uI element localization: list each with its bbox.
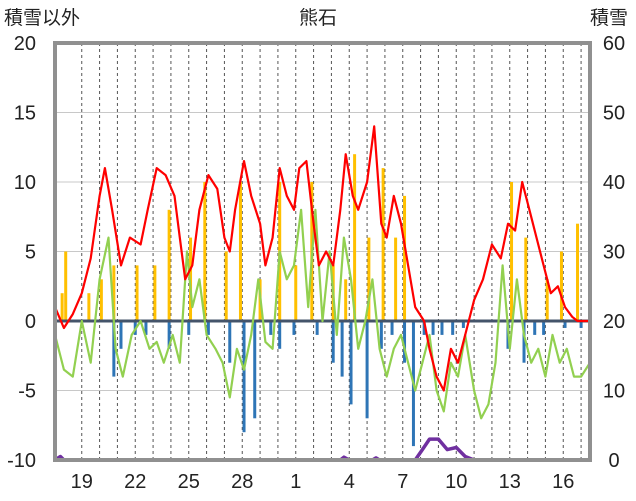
right-tick-label: 20 xyxy=(603,311,625,333)
sunshine-bar xyxy=(545,279,549,321)
precipitation-bar xyxy=(206,321,210,335)
left-tick-label: 5 xyxy=(25,242,36,264)
x-tick-label: 25 xyxy=(178,471,200,493)
left-tick-label: -10 xyxy=(7,450,36,472)
sunshine-bar xyxy=(353,154,357,321)
humidity_like-line xyxy=(53,208,591,420)
precipitation-bar xyxy=(379,321,383,349)
right-axis-label: 積雪 xyxy=(590,7,628,29)
sunshine-bar xyxy=(559,251,563,321)
sunshine-bar xyxy=(367,237,371,321)
precipitation-bar xyxy=(451,321,455,335)
precipitation-bar xyxy=(242,321,246,433)
grid-lines xyxy=(55,42,590,461)
sunshine-bar xyxy=(524,237,528,321)
precipitation-bar xyxy=(278,321,282,349)
precipitation-bar xyxy=(119,321,123,349)
sunshine-bar xyxy=(394,237,398,321)
x-tick-label: 22 xyxy=(124,471,146,493)
precipitation-bar xyxy=(522,321,526,363)
precipitation-bar xyxy=(315,321,319,335)
precipitation-bar xyxy=(292,321,296,335)
precipitation-bar xyxy=(440,321,444,335)
plot-frame xyxy=(53,41,592,462)
sunshine-bar xyxy=(224,251,228,321)
precipitation-bar xyxy=(112,321,116,377)
chart-title: 熊石 xyxy=(299,7,337,29)
sunshine-bar xyxy=(203,182,207,321)
precipitation-bar xyxy=(579,321,583,328)
precipitation-bar xyxy=(228,321,232,363)
right-tick-label: 50 xyxy=(603,103,625,125)
precipitation-bar xyxy=(269,321,273,335)
sunshine-bar xyxy=(112,265,116,321)
right-tick-label: 60 xyxy=(603,33,625,55)
precipitation-bar xyxy=(563,321,567,328)
x-tick-label: 4 xyxy=(344,471,355,493)
x-tick-label: 16 xyxy=(552,471,574,493)
sunshine-bar xyxy=(99,279,103,321)
sunshine-bar xyxy=(64,251,68,321)
x-tick-label: 13 xyxy=(499,471,521,493)
x-tick-label: 10 xyxy=(445,471,467,493)
sunshine-bar xyxy=(238,182,242,321)
precipitation-bar xyxy=(403,321,407,363)
precipitation-bar xyxy=(542,321,546,335)
temperature-line xyxy=(53,125,590,392)
precipitation-bar xyxy=(533,321,537,335)
precipitation-bar xyxy=(390,321,394,335)
sunshine-bar xyxy=(87,293,91,321)
sunshine-bar xyxy=(510,182,514,321)
left-tick-label: -5 xyxy=(18,381,36,403)
precipitation-bar xyxy=(461,321,465,328)
left-axis-label: 積雪以外 xyxy=(4,7,80,29)
sunshine-bar xyxy=(344,279,348,321)
sunshine-bar xyxy=(153,265,157,321)
left-tick-label: 15 xyxy=(14,103,36,125)
sunshine-bar xyxy=(60,293,64,321)
precipitation-bar xyxy=(422,321,426,335)
right-tick-label: 10 xyxy=(603,381,625,403)
precipitation-bar xyxy=(331,321,335,363)
precipitation-bar xyxy=(187,321,191,335)
snow_depth-line xyxy=(54,437,590,462)
left-tick-label: 20 xyxy=(14,33,36,55)
x-tick-label: 28 xyxy=(231,471,253,493)
x-tick-label: 1 xyxy=(290,471,301,493)
sunshine-bar xyxy=(135,265,139,321)
left-tick-label: 0 xyxy=(25,311,36,333)
sunshine-bar xyxy=(294,265,298,321)
sunshine-bar xyxy=(167,209,171,321)
precipitation-bar xyxy=(167,321,171,349)
x-tick-label: 19 xyxy=(71,471,93,493)
sunshine-bar xyxy=(403,195,407,321)
left-tick-label: 10 xyxy=(14,172,36,194)
precipitation-bar xyxy=(253,321,257,419)
right-tick-label: 0 xyxy=(608,450,619,472)
x-tick-label: 7 xyxy=(397,471,408,493)
right-tick-label: 30 xyxy=(603,242,625,264)
precipitation-bar xyxy=(349,321,353,405)
right-tick-label: 40 xyxy=(603,172,625,194)
precipitation-bar xyxy=(365,321,369,419)
precipitation-bar xyxy=(340,321,344,377)
sunshine-bar xyxy=(381,168,385,321)
sunshine-bar xyxy=(576,223,580,321)
precipitation-bar xyxy=(431,321,435,335)
precipitation-bar xyxy=(144,321,148,335)
